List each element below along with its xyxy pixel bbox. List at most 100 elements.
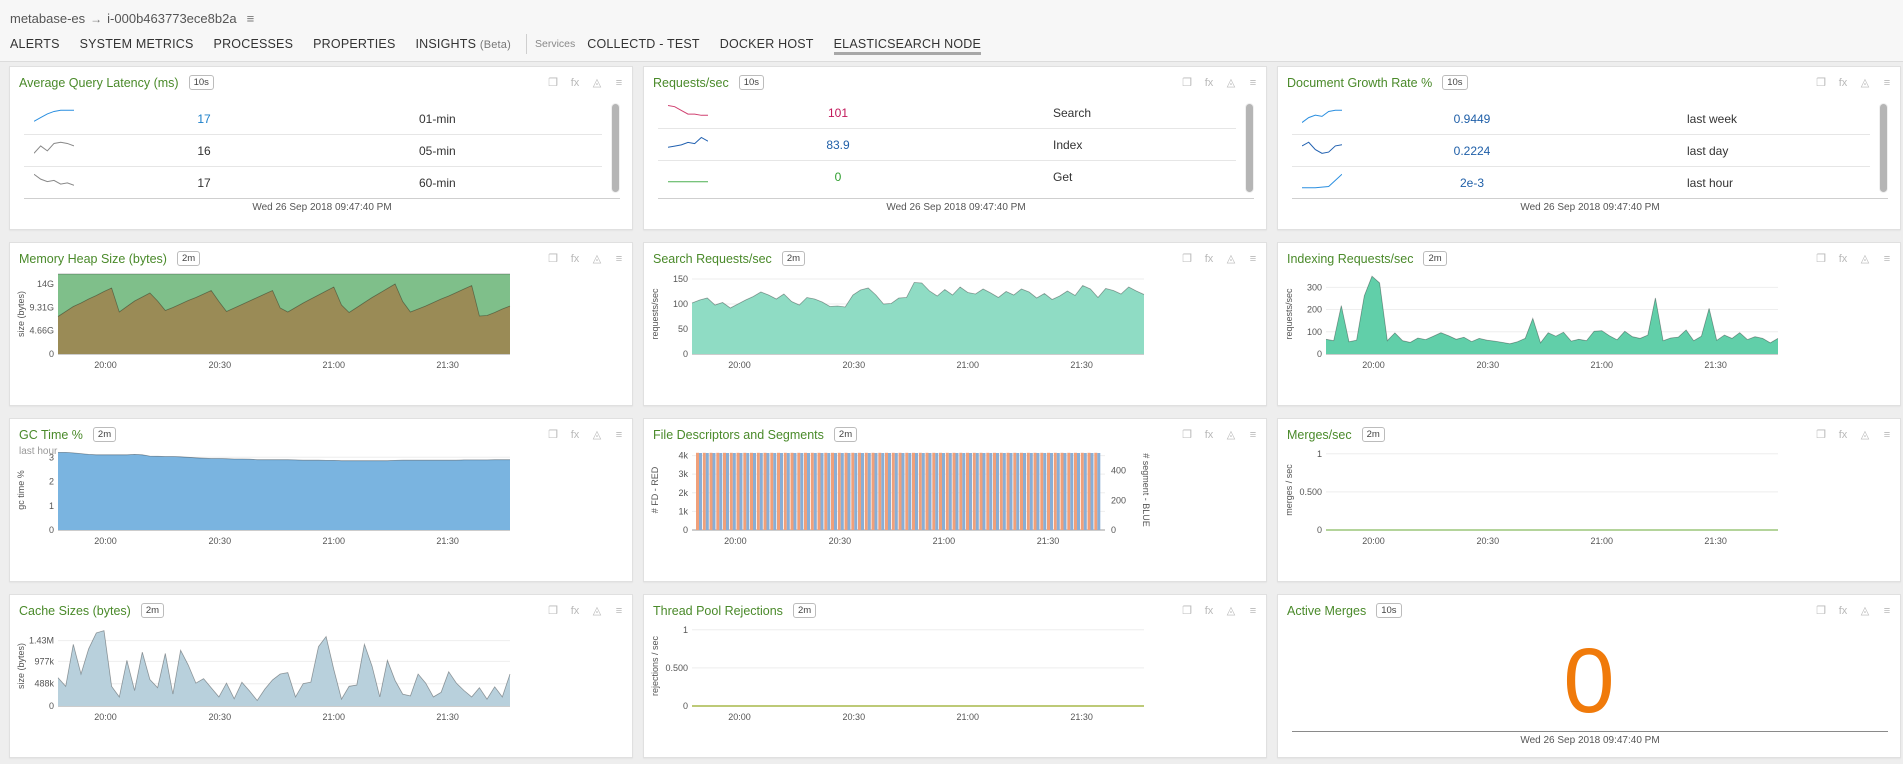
fd-bar: [696, 452, 699, 530]
bell-icon[interactable]: ◬: [592, 605, 602, 617]
copy-icon[interactable]: ❐: [1182, 429, 1192, 441]
series-line: [57, 630, 511, 702]
copy-icon[interactable]: ❐: [1182, 253, 1192, 265]
fx-icon[interactable]: fx: [1204, 252, 1214, 265]
copy-icon[interactable]: ❐: [1182, 605, 1192, 617]
bell-icon[interactable]: ◬: [592, 77, 602, 89]
list-value: 0: [834, 170, 842, 184]
copy-icon[interactable]: ❐: [1816, 77, 1826, 89]
menu-icon[interactable]: ≡: [615, 252, 623, 265]
menu-icon[interactable]: ≡: [1883, 604, 1891, 617]
menu-icon[interactable]: ≡: [1249, 76, 1257, 89]
menu-icon[interactable]: ≡: [615, 76, 623, 89]
tab-system-metrics[interactable]: SYSTEM METRICS: [79, 37, 194, 51]
panel-tools: ❐ fx ◬ ≡: [548, 428, 624, 442]
segment-bar: [955, 453, 959, 530]
bell-icon[interactable]: ◬: [1226, 253, 1236, 265]
fx-icon[interactable]: fx: [570, 76, 580, 89]
segment-bar: [1050, 453, 1053, 530]
bell-icon[interactable]: ◬: [1860, 77, 1870, 89]
copy-icon[interactable]: ❐: [1816, 605, 1826, 617]
y-tick-label: 4k: [678, 451, 688, 461]
copy-icon[interactable]: ❐: [548, 77, 558, 89]
bell-icon[interactable]: ◬: [1860, 605, 1870, 617]
fd-bar: [756, 452, 760, 530]
bell-icon[interactable]: ◬: [1226, 605, 1236, 617]
bell-icon[interactable]: ◬: [592, 253, 602, 265]
scrollbar-thumb[interactable]: [1246, 104, 1253, 192]
fx-icon[interactable]: fx: [570, 252, 580, 265]
bell-icon[interactable]: ◬: [1226, 429, 1236, 441]
panel-file-descriptors: File Descriptors and Segments 2m ❐ fx ◬ ≡ 0 1…: [643, 418, 1267, 582]
y-axis-label: requests/sec: [1284, 288, 1294, 340]
segment-bar: [908, 453, 912, 530]
tab-service-docker-host[interactable]: DOCKER HOST: [719, 37, 814, 51]
fx-icon[interactable]: fx: [1838, 76, 1848, 89]
fx-icon[interactable]: fx: [1204, 604, 1214, 617]
fx-icon[interactable]: fx: [570, 604, 580, 617]
fx-icon[interactable]: fx: [1838, 428, 1848, 441]
panel-thread-pool-rejections: Thread Pool Rejections 2m ❐ fx ◬ ≡ 0 0.500 1 re…: [643, 594, 1267, 758]
segment-bar: [732, 453, 736, 530]
x-tick-label: 20:30: [829, 536, 852, 546]
fx-icon[interactable]: fx: [570, 428, 580, 441]
fd-bar: [743, 452, 747, 530]
menu-icon[interactable]: ≡: [1249, 604, 1257, 617]
scrollbar[interactable]: [1245, 103, 1254, 193]
list-value: 0.2224: [1453, 144, 1491, 158]
panel-title-text: Thread Pool Rejections: [653, 603, 783, 618]
value-list: 17 01-min 16 05-min 17 60-min: [24, 103, 602, 199]
scrollbar-thumb[interactable]: [1880, 104, 1887, 192]
tab-service-elasticsearch-node[interactable]: ELASTICSEARCH NODE: [833, 37, 982, 55]
menu-icon[interactable]: ≡: [1249, 252, 1257, 265]
panel-active-merges: Active Merges 10s ❐ fx ◬ ≡ 0 Wed 26 Sep 2018…: [1277, 594, 1901, 758]
menu-icon[interactable]: ≡: [1249, 428, 1257, 441]
tab-service-collectd-test[interactable]: COLLECTD - TEST: [587, 37, 700, 51]
menu-icon[interactable]: ≡: [615, 428, 623, 441]
menu-icon[interactable]: ≡: [615, 604, 623, 617]
copy-icon[interactable]: ❐: [548, 429, 558, 441]
series-area: [58, 452, 510, 530]
hamburger-menu-icon[interactable]: ≡: [246, 11, 255, 26]
tab-alerts[interactable]: ALERTS: [10, 37, 60, 51]
bell-icon[interactable]: ◬: [1226, 77, 1236, 89]
bell-icon[interactable]: ◬: [592, 429, 602, 441]
tab-insights[interactable]: INSIGHTS (Beta): [416, 37, 511, 51]
fx-icon[interactable]: fx: [1204, 428, 1214, 441]
menu-icon[interactable]: ≡: [1883, 252, 1891, 265]
y-tick-label: 100: [673, 299, 688, 309]
breadcrumb-instance[interactable]: i-000b463773ece8b2a: [107, 11, 237, 26]
bell-icon[interactable]: ◬: [1860, 429, 1870, 441]
segment-bar: [867, 453, 871, 530]
fx-icon[interactable]: fx: [1838, 252, 1848, 265]
tab-processes[interactable]: PROCESSES: [213, 37, 294, 51]
copy-icon[interactable]: ❐: [548, 605, 558, 617]
tab-properties[interactable]: PROPERTIES: [313, 37, 396, 51]
scrollbar[interactable]: [611, 103, 620, 193]
sparkline: [668, 181, 708, 183]
x-tick-label: 21:30: [436, 360, 459, 370]
breadcrumb-root[interactable]: metabase-es: [10, 11, 86, 26]
scrollbar-thumb[interactable]: [612, 104, 619, 192]
menu-icon[interactable]: ≡: [1883, 428, 1891, 441]
x-tick-label: 20:30: [843, 712, 866, 722]
bell-icon[interactable]: ◬: [1860, 253, 1870, 265]
fx-icon[interactable]: fx: [1204, 76, 1214, 89]
copy-icon[interactable]: ❐: [1182, 77, 1192, 89]
copy-icon[interactable]: ❐: [1816, 253, 1826, 265]
segment-bar: [1056, 453, 1060, 530]
fd-bar: [918, 452, 922, 530]
fd-bar: [1074, 452, 1077, 530]
fd-bar: [797, 452, 801, 530]
panel-title: Cache Sizes (bytes) 2m: [19, 603, 165, 618]
segment-bar: [827, 453, 831, 530]
fx-icon[interactable]: fx: [1838, 604, 1848, 617]
y-tick-label: 0: [1317, 525, 1322, 535]
scrollbar[interactable]: [1879, 103, 1888, 193]
timestamp: Wed 26 Sep 2018 09:47:40 PM: [1292, 198, 1888, 213]
panel-title-text: Merges/sec: [1287, 427, 1352, 442]
copy-icon[interactable]: ❐: [548, 253, 558, 265]
y-tick-label: 1: [49, 501, 54, 511]
menu-icon[interactable]: ≡: [1883, 76, 1891, 89]
copy-icon[interactable]: ❐: [1816, 429, 1826, 441]
